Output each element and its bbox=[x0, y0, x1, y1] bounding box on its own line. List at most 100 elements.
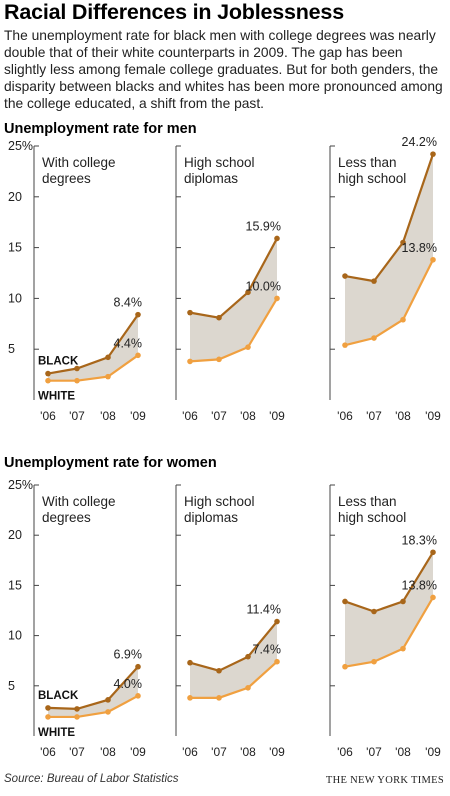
white-series-point bbox=[430, 256, 436, 263]
black-series-point bbox=[45, 705, 51, 711]
black-series-point bbox=[430, 151, 436, 157]
black-series-point bbox=[74, 365, 80, 372]
black-end-label: 15.9% bbox=[246, 219, 281, 233]
y-tick-label: 25% bbox=[8, 478, 33, 492]
white-series-line bbox=[190, 660, 278, 699]
white-series-point bbox=[245, 685, 251, 691]
panel-label: High school bbox=[184, 155, 255, 170]
black-series-point bbox=[187, 309, 193, 316]
x-tick-label: '07 bbox=[69, 409, 85, 423]
white-series-point bbox=[342, 663, 348, 670]
panel-label: diplomas bbox=[184, 171, 238, 186]
white-series-point bbox=[216, 695, 222, 701]
y-tick-label: 20 bbox=[8, 528, 22, 542]
x-tick-label: '09 bbox=[269, 745, 285, 759]
panel-label: high school bbox=[338, 171, 406, 186]
intro-paragraph: The unemployment rate for black men with… bbox=[4, 28, 443, 111]
black-series-label: BLACK bbox=[38, 356, 79, 368]
white-series-point bbox=[400, 316, 406, 323]
x-tick-label: '08 bbox=[240, 745, 256, 759]
white-series-point bbox=[274, 658, 280, 665]
women-section-title: Unemployment rate for women bbox=[4, 455, 217, 471]
white-series-point bbox=[430, 594, 436, 601]
black-end-label: 8.4% bbox=[114, 296, 143, 310]
white-end-label: 7.4% bbox=[253, 643, 282, 657]
white-series-point bbox=[216, 356, 222, 363]
x-tick-label: '07 bbox=[366, 745, 382, 759]
white-series-point bbox=[274, 295, 280, 302]
x-tick-label: '07 bbox=[211, 409, 227, 423]
x-tick-label: '08 bbox=[100, 409, 116, 423]
black-series-point bbox=[371, 278, 377, 284]
panel-label: diplomas bbox=[184, 510, 238, 525]
x-tick-label: '06 bbox=[337, 745, 353, 759]
x-tick-label: '06 bbox=[182, 409, 198, 423]
white-series-point bbox=[342, 342, 348, 348]
black-series-point bbox=[274, 235, 280, 242]
black-series-point bbox=[105, 697, 111, 703]
panel-label: Less than bbox=[338, 155, 397, 170]
y-tick-label: 5 bbox=[8, 679, 15, 693]
panel-label: degrees bbox=[42, 171, 91, 186]
x-tick-label: '06 bbox=[182, 745, 198, 759]
x-tick-label: '08 bbox=[240, 409, 256, 423]
white-series-point bbox=[74, 377, 80, 384]
white-end-label: 10.0% bbox=[246, 279, 281, 293]
black-series-point bbox=[400, 239, 406, 246]
men-section-title: Unemployment rate for men bbox=[4, 121, 197, 137]
white-series-point bbox=[105, 709, 111, 715]
y-tick-label: 5 bbox=[8, 342, 15, 356]
white-series-line bbox=[189, 297, 278, 363]
y-tick-label: 15 bbox=[8, 241, 22, 255]
panel-label: high school bbox=[338, 510, 406, 525]
black-series-point bbox=[245, 289, 251, 296]
x-tick-label: '09 bbox=[425, 409, 441, 423]
gap-area bbox=[48, 314, 138, 381]
panel-label: Less than bbox=[338, 494, 397, 509]
y-tick-label: 10 bbox=[8, 291, 22, 305]
x-tick-label: '09 bbox=[425, 745, 441, 759]
x-tick-label: '06 bbox=[40, 409, 56, 423]
black-series-point bbox=[135, 311, 141, 318]
black-series-point bbox=[245, 653, 251, 660]
x-tick-label: '08 bbox=[395, 409, 411, 423]
black-end-label: 6.9% bbox=[114, 648, 143, 662]
white-series-line bbox=[48, 354, 139, 382]
black-series-point bbox=[187, 659, 193, 666]
black-end-label: 11.4% bbox=[246, 603, 281, 617]
panel-label: degrees bbox=[42, 510, 91, 525]
white-end-label: 13.8% bbox=[402, 578, 437, 592]
x-tick-label: '07 bbox=[211, 745, 227, 759]
x-tick-label: '09 bbox=[269, 409, 285, 423]
y-tick-label: 20 bbox=[8, 190, 22, 204]
white-series-point bbox=[187, 358, 193, 365]
gap-area bbox=[48, 666, 138, 717]
black-series-line bbox=[189, 620, 278, 672]
y-tick-label: 15 bbox=[8, 578, 22, 592]
white-series-point bbox=[400, 645, 406, 652]
page-title: Racial Differences in Joblessness bbox=[4, 0, 344, 24]
credit-line: THE NEW YORK TIMES bbox=[325, 775, 444, 786]
white-series-label: WHITE bbox=[38, 391, 75, 403]
white-series-line bbox=[344, 259, 434, 347]
black-series-point bbox=[342, 598, 348, 605]
x-tick-label: '06 bbox=[337, 409, 353, 423]
white-end-label: 4.4% bbox=[114, 336, 143, 350]
gap-area bbox=[190, 238, 277, 362]
gap-area bbox=[345, 154, 433, 346]
black-series-line bbox=[189, 237, 278, 319]
x-tick-label: '08 bbox=[100, 745, 116, 759]
black-series-point bbox=[216, 667, 222, 674]
y-tick-label: 25% bbox=[8, 139, 33, 153]
gap-area bbox=[345, 552, 433, 667]
x-tick-label: '07 bbox=[69, 745, 85, 759]
white-series-point bbox=[371, 335, 377, 341]
white-end-label: 13.8% bbox=[402, 241, 437, 255]
black-end-label: 18.3% bbox=[402, 533, 437, 547]
panel-label: High school bbox=[184, 494, 255, 509]
black-series-line bbox=[344, 551, 434, 613]
white-series-point bbox=[187, 695, 193, 701]
black-series-point bbox=[371, 608, 377, 615]
x-tick-label: '08 bbox=[395, 745, 411, 759]
